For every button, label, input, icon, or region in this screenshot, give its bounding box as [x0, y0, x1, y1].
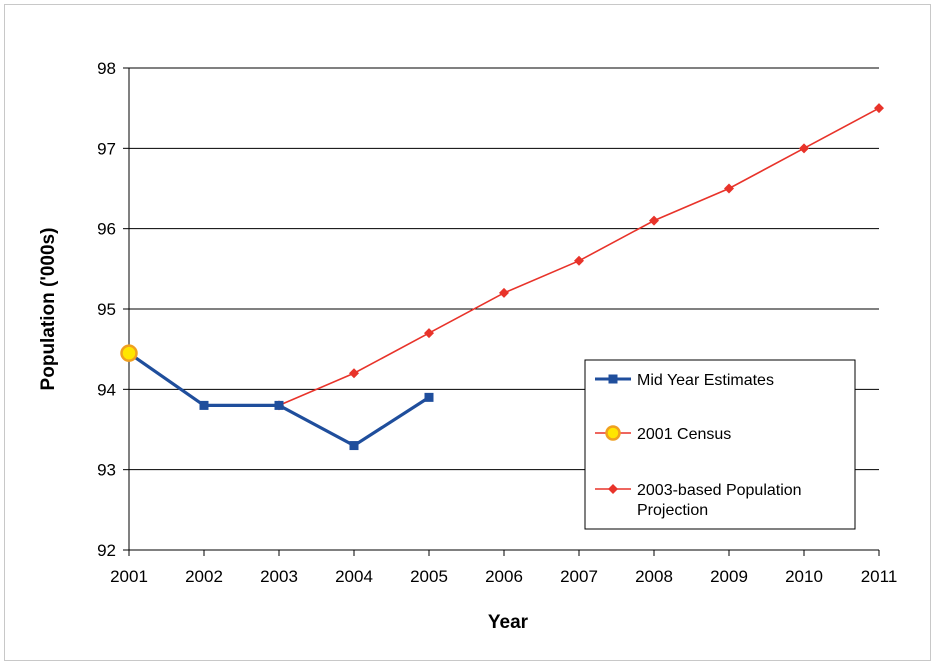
y-tick-label-95: 95 — [97, 300, 116, 319]
point-2003-based-population-projection-2008 — [649, 215, 659, 226]
y-tick-label-94: 94 — [97, 380, 116, 399]
point-2003-based-population-projection-2004 — [349, 368, 359, 379]
x-tick-label-2007: 2007 — [560, 567, 598, 586]
legend-box — [584, 359, 856, 530]
point-2003-based-population-projection-2009 — [724, 183, 734, 194]
legend-label-2001-census: 2001 Census — [637, 426, 731, 443]
y-tick-label-96: 96 — [97, 220, 116, 239]
y-tick-label-98: 98 — [97, 59, 116, 78]
point-2003-based-population-projection-2010 — [799, 143, 809, 154]
x-tick-label-2001: 2001 — [110, 567, 148, 586]
x-tick-label-2004: 2004 — [335, 567, 373, 586]
point-2001-census-2001 — [120, 344, 138, 362]
y-axis-title: Population ('000s) — [38, 228, 59, 391]
x-tick-label-2008: 2008 — [635, 567, 673, 586]
point-2003-based-population-projection-2007 — [574, 255, 584, 266]
x-tick-label-2006: 2006 — [485, 567, 523, 586]
chart-frame — [4, 4, 931, 661]
point-2003-based-population-projection-2005 — [424, 328, 434, 339]
legend-label-2003-based-population-projection-line-2: Projection — [637, 502, 708, 519]
legend-marker-mid-year-estimates — [608, 374, 618, 384]
legend-marker-2001-census — [605, 425, 621, 441]
y-tick-label-97: 97 — [97, 139, 116, 158]
x-tick-label-2010: 2010 — [785, 567, 823, 586]
x-tick-label-2002: 2002 — [185, 567, 223, 586]
point-mid-year-estimates-2002 — [199, 400, 209, 410]
legend-label-2003-based-population-projection-line-1: 2003-based Population — [637, 482, 802, 499]
legend-label-mid-year-estimates: Mid Year Estimates — [637, 372, 774, 389]
point-2003-based-population-projection-2011 — [874, 103, 884, 114]
point-mid-year-estimates-2005 — [424, 392, 434, 402]
point-2003-based-population-projection-2006 — [499, 287, 509, 298]
x-axis-title: Year — [488, 612, 529, 633]
y-tick-label-92: 92 — [97, 541, 116, 560]
y-tick-label-93: 93 — [97, 461, 116, 480]
point-mid-year-estimates-2003 — [274, 400, 284, 410]
x-tick-label-2003: 2003 — [260, 567, 298, 586]
point-mid-year-estimates-2004 — [349, 441, 359, 451]
x-tick-label-2005: 2005 — [410, 567, 448, 586]
x-tick-label-2011: 2011 — [861, 567, 898, 586]
x-tick-label-2009: 2009 — [710, 567, 748, 586]
legend-marker-2003-based-population-projection — [608, 484, 618, 494]
series-line-mid-year-estimates — [128, 351, 430, 448]
